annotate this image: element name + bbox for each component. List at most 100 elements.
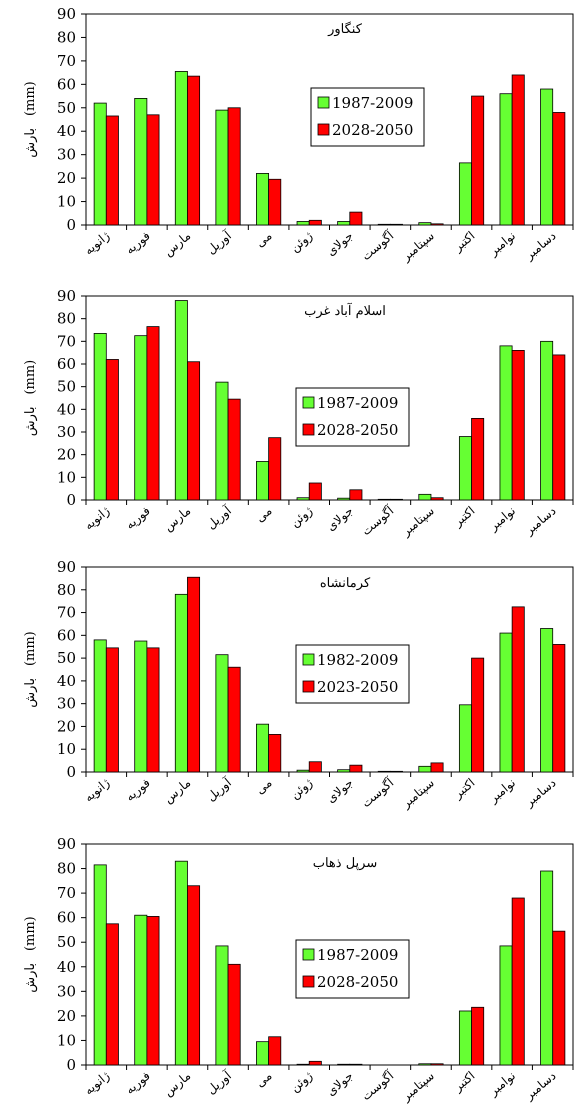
- x-category-label: می: [253, 504, 275, 525]
- y-tick-label: 80: [57, 581, 76, 599]
- legend-swatch: [302, 948, 315, 961]
- x-category-label: اکتبر: [450, 229, 477, 255]
- y-tick-label: 10: [57, 740, 76, 758]
- bar-future: [511, 350, 525, 501]
- bar-baseline: [215, 381, 229, 501]
- bar-baseline: [174, 593, 188, 773]
- x-category-label: مارس: [161, 504, 193, 534]
- x-category-label: ژانویه: [81, 775, 112, 804]
- bar-future: [227, 963, 241, 1066]
- precipitation-chart-3: 0 10 20 30 40 50 60 70 80 90 بارش (mm) ژانویه فوریه ما…: [23, 558, 574, 812]
- x-category-label: ژوئن: [288, 1068, 316, 1094]
- legend-label: 2028-2050: [317, 421, 398, 439]
- x-category-label: اکتبر: [450, 776, 477, 802]
- x-category-label: مارس: [161, 229, 193, 259]
- legend-label: 2028-2050: [332, 121, 413, 139]
- legend-swatch: [302, 423, 315, 436]
- bar-future: [268, 1036, 282, 1066]
- x-category-label: سپتامبر: [398, 776, 437, 812]
- y-axis-label: بارش (mm): [23, 360, 38, 437]
- bar-future: [552, 644, 566, 773]
- x-category-label: ژوئن: [288, 503, 316, 529]
- x-category-label: دسامبر: [521, 776, 558, 810]
- bar-future: [308, 761, 322, 773]
- x-category-label: آوریل: [203, 774, 234, 804]
- x-category-label: جولای: [324, 776, 356, 806]
- bar-baseline: [93, 864, 107, 1066]
- bar-baseline: [215, 109, 229, 226]
- precipitation-chart-1: 0 10 20 30 40 50 60 70 80 90 بارش (mm) ژانویه فوریه ما…: [23, 5, 574, 264]
- chart-title: کرمانشاه: [320, 576, 371, 591]
- bar-baseline: [296, 221, 310, 226]
- bar-future: [308, 1060, 322, 1066]
- y-tick-label: 30: [57, 146, 76, 164]
- x-category-label: می: [253, 776, 275, 797]
- y-axis-label-main: بارش: [23, 407, 38, 437]
- y-tick-label: 50: [57, 99, 76, 117]
- bar-baseline: [540, 870, 554, 1066]
- chart-title: سرپل ذهاب: [313, 856, 378, 871]
- x-category-label: مارس: [161, 1069, 193, 1099]
- bar-future: [308, 482, 322, 501]
- bar-future: [268, 734, 282, 773]
- x-category-label: دسامبر: [521, 504, 558, 538]
- bar-future: [349, 489, 363, 501]
- bar-baseline: [540, 628, 554, 773]
- x-category-label: دسامبر: [521, 1069, 558, 1103]
- y-axis-label-main: بارش: [23, 963, 38, 993]
- legend-label: 2028-2050: [317, 973, 398, 991]
- y-tick-label: 40: [57, 672, 76, 690]
- bar-future: [349, 1063, 363, 1066]
- bar-baseline: [337, 497, 351, 501]
- y-tick-label: 30: [57, 695, 76, 713]
- legend-swatch: [302, 653, 315, 666]
- bar-future: [146, 114, 160, 226]
- bar-baseline: [296, 1063, 310, 1066]
- bar-future: [511, 606, 525, 773]
- x-category-label: مارس: [161, 776, 193, 806]
- bar-baseline: [540, 88, 554, 226]
- bar-baseline: [458, 704, 472, 773]
- legend-box: [295, 939, 410, 999]
- y-tick-label: 10: [57, 1031, 76, 1049]
- bar-future: [268, 178, 282, 226]
- bar-baseline: [256, 173, 270, 226]
- bar-baseline: [134, 640, 148, 773]
- legend-swatch: [317, 96, 330, 109]
- x-category-label: اکتبر: [450, 1069, 477, 1095]
- x-category-label: ژوئن: [288, 228, 316, 254]
- bar-baseline: [377, 498, 391, 501]
- y-tick-label: 90: [57, 835, 76, 853]
- x-category-label: آگوست: [358, 502, 397, 538]
- y-axis-label: بارش (mm): [23, 916, 38, 993]
- bar-baseline: [93, 333, 107, 501]
- y-tick-label: 0: [66, 216, 76, 234]
- precipitation-chart-4: 0 10 20 30 40 50 60 70 80 90 بارش (mm) ژانویه فوریه ما…: [23, 835, 574, 1104]
- bar-future: [308, 219, 322, 226]
- y-axis-label: بارش (mm): [23, 631, 38, 708]
- y-tick-label: 30: [57, 423, 76, 441]
- x-category-label: جولای: [324, 1069, 356, 1099]
- bar-future: [552, 112, 566, 226]
- x-category-label: می: [253, 1069, 275, 1090]
- y-tick-label: 20: [57, 169, 76, 187]
- x-category-label: آگوست: [358, 227, 397, 263]
- bar-future: [105, 359, 119, 501]
- y-tick-label: 40: [57, 122, 76, 140]
- bar-future: [430, 223, 444, 226]
- bar-future: [430, 497, 444, 501]
- bar-baseline: [458, 436, 472, 501]
- bar-future: [471, 1006, 485, 1066]
- x-category-label: دسامبر: [521, 229, 558, 263]
- bar-baseline: [337, 221, 351, 226]
- bar-baseline: [499, 345, 513, 501]
- legend-label: 1987-2009: [317, 394, 398, 412]
- y-axis-label-unit: (mm): [23, 81, 38, 116]
- bar-baseline: [458, 1010, 472, 1066]
- bar-baseline: [134, 335, 148, 501]
- bar-future: [511, 74, 525, 226]
- bar-baseline: [418, 765, 432, 773]
- bar-baseline: [418, 493, 432, 501]
- x-category-label: فوریه: [123, 776, 153, 804]
- bar-baseline: [458, 162, 472, 226]
